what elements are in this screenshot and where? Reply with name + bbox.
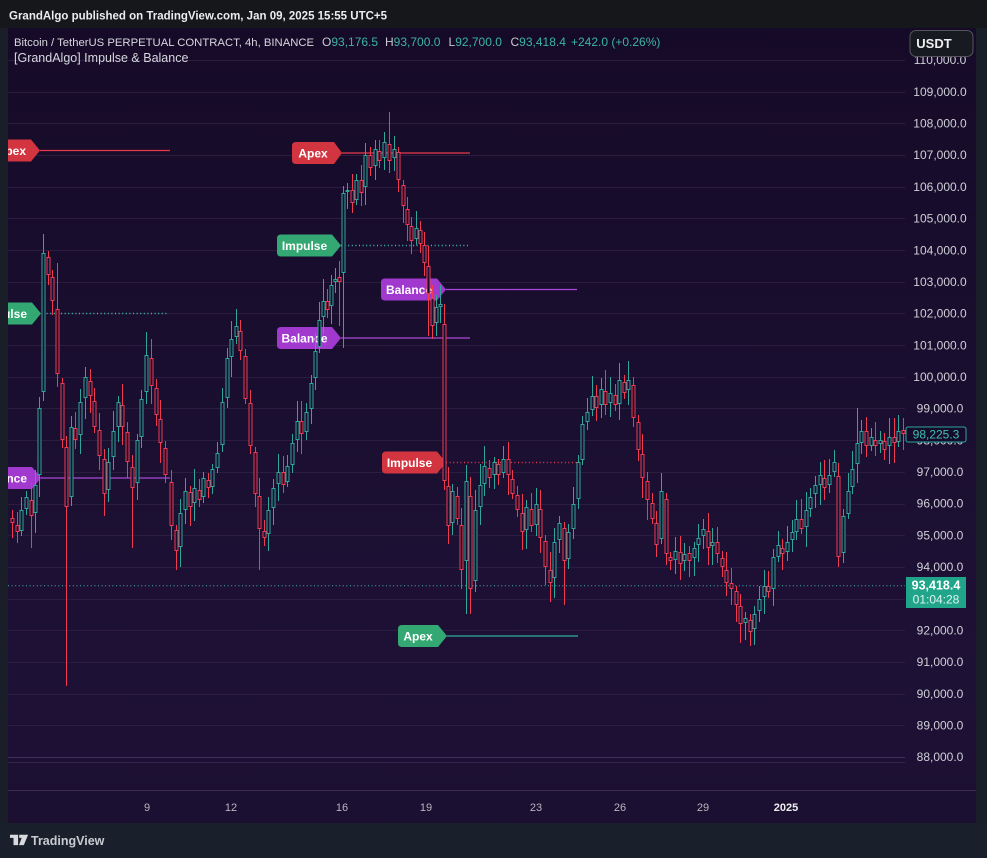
svg-text:GrandAlgo published on Trading: GrandAlgo published on TradingView.com, … xyxy=(9,11,388,23)
svg-text:108,000.0: 108,000.0 xyxy=(913,117,967,131)
svg-text:96,000.0: 96,000.0 xyxy=(917,497,964,511)
svg-text:105,000.0: 105,000.0 xyxy=(913,212,967,226)
svg-text:TradingView: TradingView xyxy=(31,834,105,848)
svg-text:94,000.0: 94,000.0 xyxy=(917,560,964,574)
svg-text:97,000.0: 97,000.0 xyxy=(917,465,964,479)
svg-text:90,000.0: 90,000.0 xyxy=(917,687,964,701)
svg-text:103,000.0: 103,000.0 xyxy=(913,275,967,289)
svg-text:O93,176.5: O93,176.5 xyxy=(322,35,378,49)
svg-text:93,418.4: 93,418.4 xyxy=(912,579,961,593)
svg-text:95,000.0: 95,000.0 xyxy=(917,528,964,542)
svg-text:2025: 2025 xyxy=(774,802,798,814)
svg-text:9: 9 xyxy=(144,802,150,814)
svg-text:104,000.0: 104,000.0 xyxy=(913,243,967,257)
svg-text:C93,418.4: C93,418.4 xyxy=(511,35,567,49)
svg-text:Apex: Apex xyxy=(298,146,328,160)
svg-text:19: 19 xyxy=(420,802,432,814)
svg-text:29: 29 xyxy=(697,802,709,814)
svg-text:89,000.0: 89,000.0 xyxy=(917,719,964,733)
svg-text:100,000.0: 100,000.0 xyxy=(913,370,967,384)
svg-text:[GrandAlgo] Impulse & Balance: [GrandAlgo] Impulse & Balance xyxy=(14,51,188,65)
svg-text:23: 23 xyxy=(530,802,542,814)
svg-text:109,000.0: 109,000.0 xyxy=(913,85,967,99)
svg-text:Impulse: Impulse xyxy=(387,456,433,470)
svg-text:H93,700.0: H93,700.0 xyxy=(385,35,441,49)
svg-text:106,000.0: 106,000.0 xyxy=(913,180,967,194)
svg-text:107,000.0: 107,000.0 xyxy=(913,148,967,162)
svg-text:USDT: USDT xyxy=(916,36,951,51)
svg-text:L92,700.0: L92,700.0 xyxy=(449,35,503,49)
svg-text:88,000.0: 88,000.0 xyxy=(917,750,964,764)
svg-text:Impulse: Impulse xyxy=(282,239,328,253)
svg-text:102,000.0: 102,000.0 xyxy=(913,307,967,321)
svg-text:99,000.0: 99,000.0 xyxy=(917,402,964,416)
svg-text:01:04:28: 01:04:28 xyxy=(913,593,960,607)
svg-text:Apex: Apex xyxy=(403,629,433,643)
svg-text:26: 26 xyxy=(614,802,626,814)
svg-text:Balance: Balance xyxy=(281,331,327,345)
svg-text:+242.0 (+0.26%): +242.0 (+0.26%) xyxy=(571,35,660,49)
svg-text:Bitcoin / TetherUS PERPETUAL C: Bitcoin / TetherUS PERPETUAL CONTRACT, 4… xyxy=(14,37,315,49)
svg-text:98,225.3: 98,225.3 xyxy=(913,428,960,442)
svg-text:92,000.0: 92,000.0 xyxy=(917,623,964,637)
svg-text:12: 12 xyxy=(225,802,237,814)
svg-text:16: 16 xyxy=(336,802,348,814)
svg-text:Balance: Balance xyxy=(386,283,432,297)
svg-text:91,000.0: 91,000.0 xyxy=(917,655,964,669)
svg-text:101,000.0: 101,000.0 xyxy=(913,338,967,352)
